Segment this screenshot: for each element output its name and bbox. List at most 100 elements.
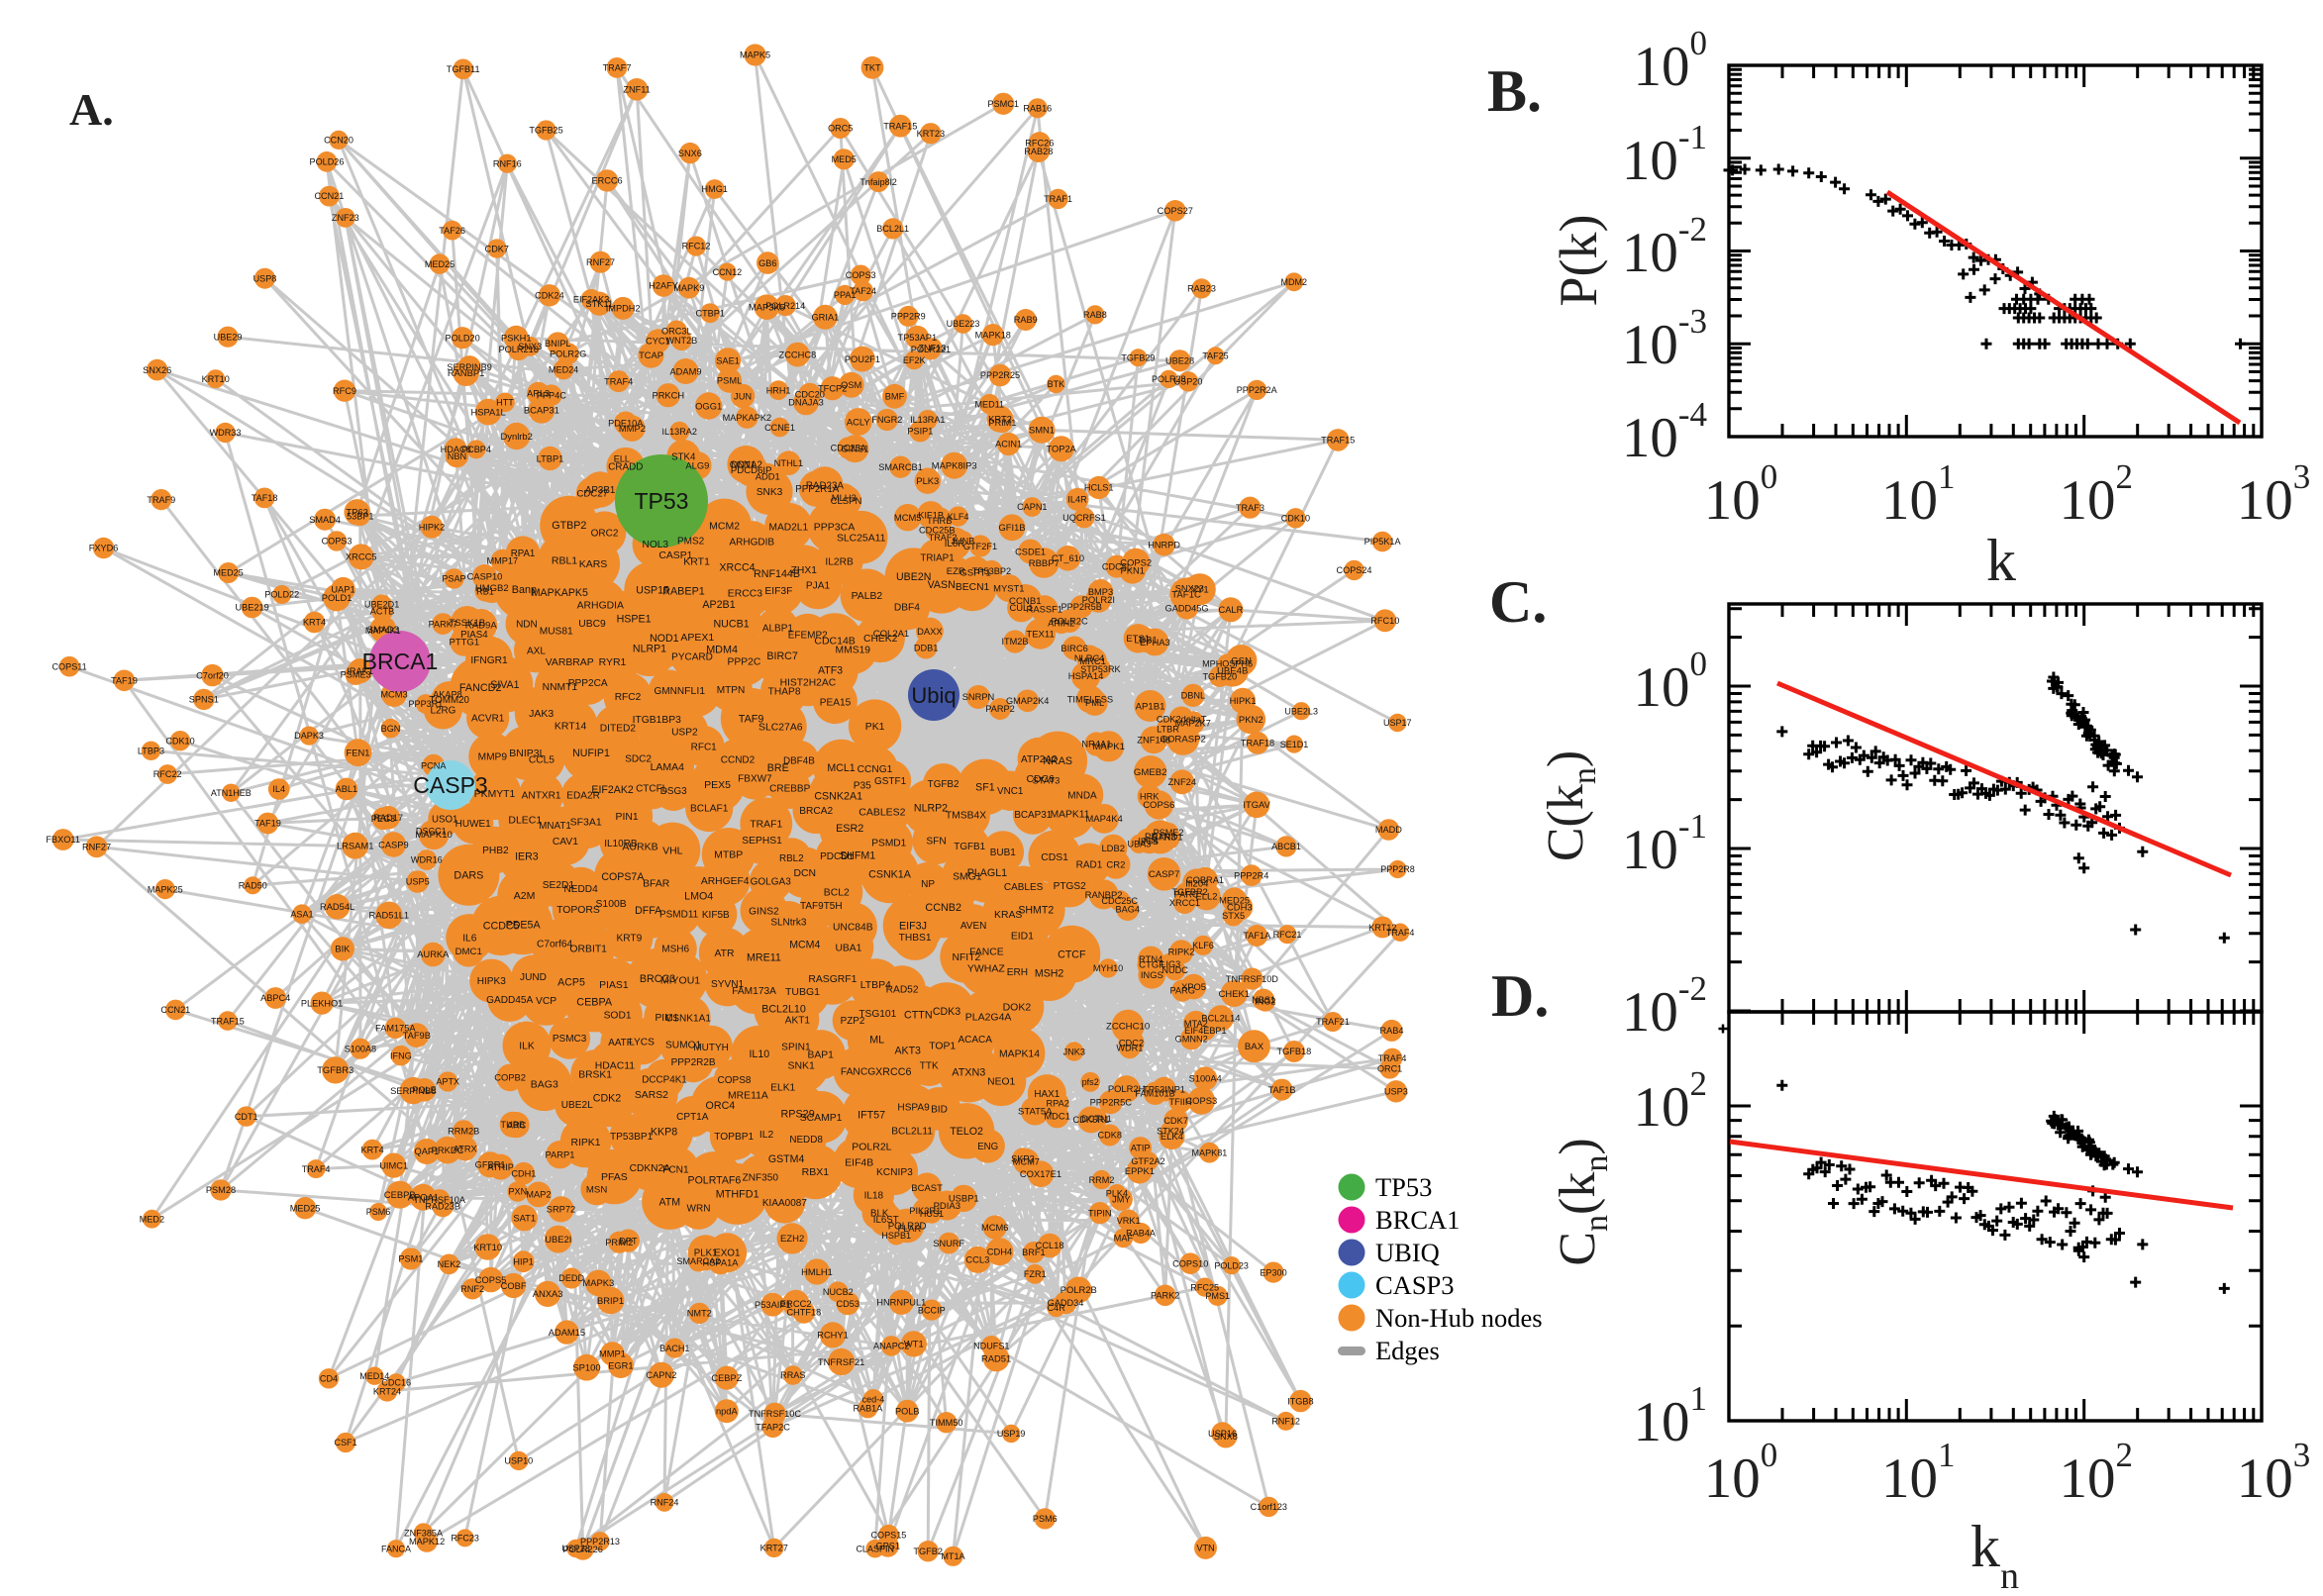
svg-text:Edges: Edges (1375, 1336, 1440, 1365)
svg-text:HUWE1: HUWE1 (455, 819, 492, 830)
svg-text:POLD1: POLD1 (322, 592, 353, 603)
svg-text:TRAF3: TRAF3 (1236, 503, 1264, 513)
svg-text:USP5: USP5 (406, 877, 430, 887)
svg-text:PSIP1: PSIP1 (907, 427, 933, 437)
svg-text:PALB2: PALB2 (852, 591, 883, 602)
svg-text:UBA3: UBA3 (1128, 840, 1152, 849)
svg-text:ORC5: ORC5 (828, 124, 853, 134)
svg-text:MCM4: MCM4 (789, 940, 820, 951)
svg-text:CD53: CD53 (836, 1299, 859, 1309)
svg-text:HIPK2: HIPK2 (419, 522, 446, 532)
svg-text:RASSF1: RASSF1 (1027, 604, 1062, 615)
svg-text:RYR1: RYR1 (599, 656, 627, 668)
svg-text:ANTXR1: ANTXR1 (522, 791, 561, 802)
svg-text:PSM6: PSM6 (1033, 1514, 1058, 1524)
svg-text:RAD23B: RAD23B (425, 1202, 460, 1212)
svg-text:RFC10: RFC10 (1370, 616, 1399, 626)
svg-text:EFEMP2: EFEMP2 (788, 631, 828, 642)
svg-text:PLK1: PLK1 (694, 1248, 718, 1259)
svg-text:RFC1: RFC1 (691, 742, 718, 752)
svg-text:BIRC6: BIRC6 (1060, 644, 1087, 653)
svg-text:GINS2: GINS2 (749, 906, 779, 917)
svg-text:RFC22: RFC22 (153, 769, 182, 779)
svg-text:C7orf64: C7orf64 (537, 940, 573, 950)
svg-text:UBE2I: UBE2I (545, 1234, 571, 1245)
svg-text:AKAP8: AKAP8 (433, 690, 462, 700)
svg-text:RRM2: RRM2 (1089, 1175, 1115, 1185)
svg-text:PZP2: PZP2 (841, 1016, 865, 1027)
svg-text:PPP2R25: PPP2R25 (980, 370, 1020, 380)
svg-text:NEDD8: NEDD8 (789, 1135, 823, 1146)
svg-text:RPS29: RPS29 (780, 1109, 814, 1121)
svg-text:CDH1: CDH1 (511, 1168, 536, 1178)
svg-text:MAP3K5: MAP3K5 (749, 303, 785, 313)
svg-text:RAB4: RAB4 (1379, 1026, 1403, 1036)
svg-text:CDK2deltaT: CDK2deltaT (1157, 715, 1207, 725)
svg-text:HIST2H2AC: HIST2H2AC (780, 677, 837, 688)
svg-text:RAD51L1: RAD51L1 (368, 910, 409, 921)
svg-text:CCL5: CCL5 (529, 754, 555, 765)
svg-text:RNF144B: RNF144B (754, 568, 800, 580)
svg-text:TTK: TTK (920, 1060, 939, 1071)
svg-text:WDR1: WDR1 (1116, 1044, 1143, 1053)
svg-text:XRCC6: XRCC6 (875, 1066, 911, 1078)
svg-text:LTBP1: LTBP1 (537, 453, 564, 463)
svg-text:LTBP4: LTBP4 (860, 980, 891, 991)
svg-text:NUFIP1: NUFIP1 (572, 748, 610, 759)
svg-text:KRT4: KRT4 (361, 1145, 384, 1154)
svg-text:UAP1: UAP1 (331, 584, 354, 594)
svg-text:HRK: HRK (1140, 792, 1160, 802)
svg-text:RCHY1: RCHY1 (817, 1331, 849, 1341)
svg-text:CDK10: CDK10 (165, 736, 194, 746)
svg-text:CASP10: CASP10 (467, 572, 503, 582)
svg-text:DPT: DPT (619, 1236, 638, 1246)
svg-text:TRAF15: TRAF15 (1321, 436, 1355, 446)
svg-text:ADAM9: ADAM9 (669, 366, 701, 376)
svg-text:NTHL1: NTHL1 (774, 458, 803, 468)
svg-text:C4R: C4R (1048, 1303, 1066, 1313)
svg-text:BCLAF1: BCLAF1 (690, 804, 729, 815)
svg-text:CDK2: CDK2 (593, 1092, 622, 1104)
svg-text:RAD23A: RAD23A (806, 480, 845, 491)
svg-text:LMO4: LMO4 (684, 891, 713, 903)
svg-text:CTBP1: CTBP1 (696, 308, 725, 318)
svg-text:WT1: WT1 (904, 1339, 924, 1349)
svg-text:MRE11: MRE11 (747, 952, 781, 964)
svg-text:GMNN2: GMNN2 (1175, 1034, 1208, 1044)
svg-text:MLH3: MLH3 (832, 492, 857, 503)
svg-text:RBX1: RBX1 (802, 1166, 830, 1178)
svg-text:JUNB: JUNB (952, 536, 975, 546)
svg-text:KRT9: KRT9 (616, 934, 642, 945)
svg-text:CTCF: CTCF (1058, 949, 1086, 961)
svg-text:PSME2: PSME2 (1154, 828, 1184, 838)
svg-text:TGFB2: TGFB2 (928, 779, 960, 790)
svg-text:Banp: Banp (512, 584, 537, 596)
svg-text:TP53: TP53 (1375, 1172, 1432, 1202)
svg-text:CCN21: CCN21 (314, 191, 344, 201)
svg-text:CDC14B: CDC14B (814, 635, 855, 647)
svg-text:IL4: IL4 (272, 784, 285, 794)
svg-text:WRN: WRN (687, 1204, 711, 1215)
svg-text:MED25: MED25 (213, 568, 243, 578)
svg-text:TCAP: TCAP (639, 350, 663, 360)
svg-text:CEBPA: CEBPA (576, 996, 613, 1008)
svg-text:RPA1: RPA1 (511, 549, 536, 559)
svg-text:DAPK3: DAPK3 (294, 731, 324, 741)
svg-text:SARS2: SARS2 (635, 1090, 668, 1101)
svg-text:CDK7: CDK7 (485, 244, 509, 253)
svg-text:EF2K: EF2K (903, 355, 926, 365)
svg-text:HSPB1: HSPB1 (881, 1231, 911, 1241)
svg-text:PARC: PARC (1174, 890, 1199, 900)
svg-text:DCCP4K1: DCCP4K1 (642, 1074, 687, 1085)
svg-text:BUB1: BUB1 (990, 848, 1017, 858)
svg-text:BCAP31: BCAP31 (524, 405, 559, 416)
svg-text:MPHOSPH6: MPHOSPH6 (1202, 659, 1253, 669)
svg-text:ORC4: ORC4 (706, 1100, 736, 1112)
svg-text:CCNA2: CCNA2 (730, 459, 762, 470)
svg-text:MMP17: MMP17 (486, 556, 518, 566)
svg-text:DDB1: DDB1 (914, 643, 939, 652)
svg-text:COPS3: COPS3 (322, 537, 353, 547)
svg-text:CCDC5: CCDC5 (483, 921, 520, 933)
svg-text:P(k): P(k) (1549, 215, 1608, 307)
svg-text:THRB: THRB (927, 515, 953, 526)
